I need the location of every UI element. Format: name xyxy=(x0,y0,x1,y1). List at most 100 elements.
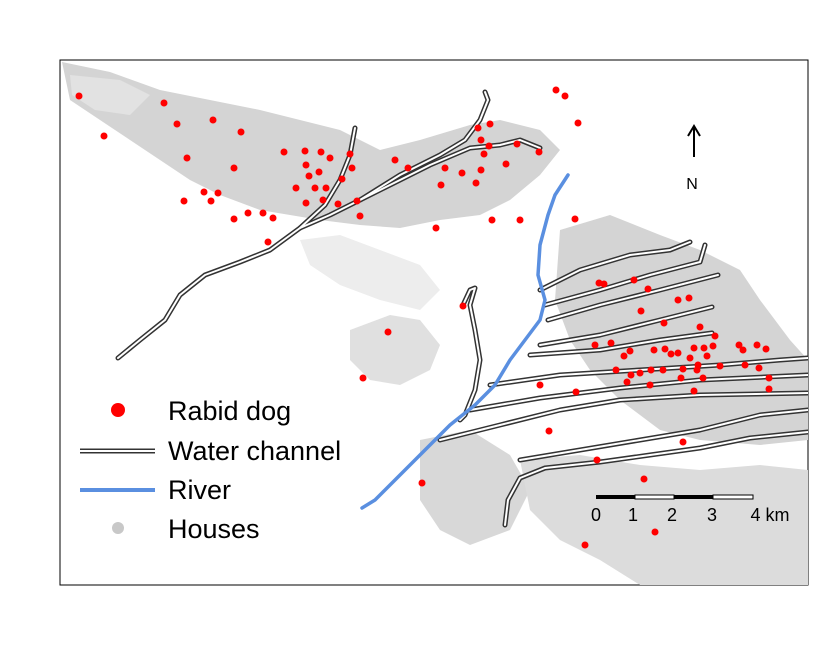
rabid-dog-point xyxy=(660,319,668,327)
rabid-dog-point xyxy=(651,528,659,536)
rabid-dog-point xyxy=(679,365,687,373)
rabid-dog-point xyxy=(536,381,544,389)
rabid-dog-point xyxy=(561,92,569,100)
rabid-dog-point xyxy=(690,387,698,395)
rabid-dog-point xyxy=(646,381,654,389)
rabid-dog-point xyxy=(686,354,694,362)
scale-tick-label: 1 xyxy=(628,505,638,525)
rabid-dog-point xyxy=(173,120,181,128)
rabid-dog-point xyxy=(207,197,215,205)
scale-tick-label: 2 xyxy=(667,505,677,525)
scale-tick-label: 3 xyxy=(707,505,717,525)
rabid-dog-point xyxy=(591,341,599,349)
houses-area-centre xyxy=(350,315,440,385)
rabid-dog-point xyxy=(317,148,325,156)
rabid-dog-point xyxy=(301,147,309,155)
houses-layer xyxy=(62,62,808,585)
rabid-dog-point xyxy=(630,276,638,284)
scale-tick-label: 0 xyxy=(591,505,601,525)
legend: Rabid dog Water channel River Houses xyxy=(80,396,341,544)
rabid-dog-point xyxy=(458,169,466,177)
rabid-dog-point xyxy=(581,541,589,549)
rabid-dog-point xyxy=(75,92,83,100)
rabid-dog-point xyxy=(574,119,582,127)
rabid-dog-point xyxy=(711,332,719,340)
river-line xyxy=(360,173,570,510)
rabid-dog-point xyxy=(209,116,217,124)
rabid-dog-point xyxy=(513,140,521,148)
legend-label-houses: Houses xyxy=(168,514,260,544)
rabid-dog-point xyxy=(244,209,252,217)
rabid-dog-point xyxy=(674,349,682,357)
rabid-dog-point xyxy=(437,181,445,189)
rabid-dog-point xyxy=(690,344,698,352)
legend-label-river: River xyxy=(168,475,231,505)
rabid-dog-point xyxy=(626,347,634,355)
rabid-dog-point xyxy=(765,385,773,393)
legend-symbol-rabid-dog xyxy=(111,403,125,417)
rabid-dog-point xyxy=(709,342,717,350)
scale-tick-label: 4 km xyxy=(750,505,789,525)
rabid-dog-point xyxy=(636,369,644,377)
rabid-dog-point xyxy=(661,345,669,353)
rabid-dog-point xyxy=(338,175,346,183)
houses-area-northwest xyxy=(70,75,150,115)
rabid-dog-point xyxy=(600,280,608,288)
rabid-dog-point xyxy=(571,215,579,223)
rabid-dog-point xyxy=(391,156,399,164)
rabid-dog-point xyxy=(477,136,485,144)
rabid-dog-point xyxy=(516,216,524,224)
rabid-dog-point xyxy=(359,374,367,382)
rabid-dog-point xyxy=(485,142,493,150)
rabid-dog-point xyxy=(302,161,310,169)
rabid-dog-point xyxy=(607,339,615,347)
rabid-dog-point xyxy=(319,196,327,204)
rabid-dog-point xyxy=(346,150,354,158)
rabid-dog-point xyxy=(432,224,440,232)
rabid-dog-point xyxy=(502,160,510,168)
rabid-dog-point xyxy=(640,475,648,483)
houses-area-north xyxy=(62,62,560,228)
rabid-dog-point xyxy=(739,346,747,354)
rabid-dog-point xyxy=(264,238,272,246)
rabid-dog-point xyxy=(326,154,334,162)
rabid-dog-point xyxy=(180,197,188,205)
rabid-dog-point xyxy=(100,132,108,140)
rabid-dog-point xyxy=(259,209,267,217)
rabid-dog-point xyxy=(572,388,580,396)
rabid-dog-point xyxy=(160,99,168,107)
rabid-dog-point xyxy=(305,172,313,180)
rabid-dog-point xyxy=(667,350,675,358)
rabid-dog-point xyxy=(755,364,763,372)
rabid-dog-point xyxy=(384,328,392,336)
rabid-dog-point xyxy=(693,366,701,374)
rabid-dog-point xyxy=(477,166,485,174)
rabid-dog-point xyxy=(699,374,707,382)
rabid-dog-point xyxy=(545,427,553,435)
rabid-dog-point xyxy=(474,124,482,132)
rabid-dog-point xyxy=(459,302,467,310)
rabid-dog-point xyxy=(200,188,208,196)
rabid-dog-point xyxy=(404,164,412,172)
rabid-dog-point xyxy=(685,294,693,302)
legend-symbol-houses xyxy=(112,522,124,534)
houses-area-southeast xyxy=(520,455,808,585)
rabid-dog-point xyxy=(620,352,628,360)
rabid-dog-layer xyxy=(75,86,773,549)
rabid-dog-point xyxy=(322,184,330,192)
rabid-dog-point xyxy=(703,352,711,360)
rabid-dog-point xyxy=(765,374,773,382)
rabid-dog-point xyxy=(315,168,323,176)
north-label: N xyxy=(686,176,698,193)
rabid-dog-point xyxy=(677,374,685,382)
rabid-dog-point xyxy=(230,164,238,172)
legend-label-water-channel: Water channel xyxy=(168,436,341,466)
rabid-dog-point xyxy=(230,215,238,223)
rabid-dog-point xyxy=(214,189,222,197)
rabid-dog-point xyxy=(280,148,288,156)
rabid-dog-point xyxy=(480,150,488,158)
rabid-dog-point xyxy=(269,214,277,222)
rabid-dog-point xyxy=(735,341,743,349)
rabid-dog-point xyxy=(716,362,724,370)
rabid-dog-point xyxy=(647,366,655,374)
